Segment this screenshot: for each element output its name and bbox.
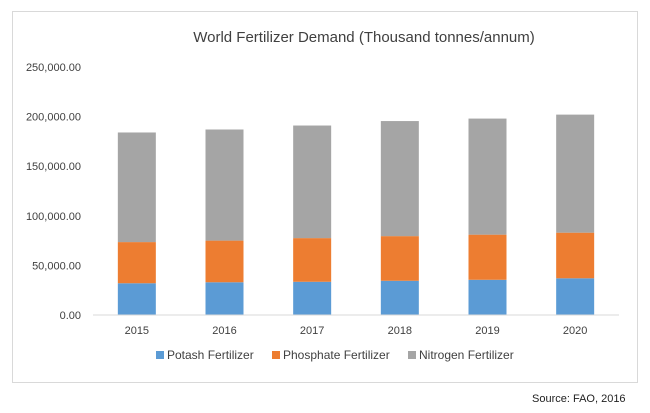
legend-label-nitrogen: Nitrogen Fertilizer (419, 348, 514, 362)
x-tick-label: 2018 (388, 325, 412, 337)
legend-label-potash: Potash Fertilizer (167, 348, 254, 362)
bar-phosphate-2016 (205, 240, 244, 283)
y-tick-label: 50,000.00 (32, 260, 81, 272)
bar-phosphate-2017 (293, 238, 332, 282)
legend-label-phosphate: Phosphate Fertilizer (283, 348, 390, 362)
bar-potash-2016 (205, 282, 244, 315)
legend-swatch-potash (156, 351, 164, 359)
x-tick-label: 2015 (125, 325, 149, 337)
legend: Potash Fertilizer Phosphate Fertilizer Nit… (156, 348, 514, 362)
chart: World Fertilizer Demand (Thousand tonnes… (26, 29, 619, 362)
legend-swatch-phosphate (272, 351, 280, 359)
y-tick-label: 0.00 (60, 310, 81, 322)
bar-nitrogen-2020 (556, 114, 595, 233)
x-axis: 2015 2016 2017 2018 2019 2020 (125, 325, 588, 337)
bar-potash-2015 (117, 283, 156, 315)
bar-potash-2020 (556, 278, 595, 315)
bar-phosphate-2020 (556, 232, 595, 279)
chart-title: World Fertilizer Demand (Thousand tonnes… (193, 29, 535, 46)
bars (117, 114, 595, 315)
bar-phosphate-2018 (380, 236, 419, 281)
bar-nitrogen-2016 (205, 129, 244, 241)
legend-swatch-nitrogen (408, 351, 416, 359)
y-axis: 0.00 50,000.00 100,000.00 150,000.00 200,000… (26, 62, 81, 322)
y-tick-label: 200,000.00 (26, 112, 81, 124)
y-tick-label: 150,000.00 (26, 161, 81, 173)
x-tick-label: 2016 (212, 325, 236, 337)
bar-nitrogen-2018 (380, 121, 419, 237)
y-tick-label: 100,000.00 (26, 211, 81, 223)
bar-potash-2017 (293, 281, 332, 315)
bar-potash-2019 (468, 279, 507, 315)
chart-frame: World Fertilizer Demand (Thousand tonnes… (12, 11, 638, 383)
x-tick-label: 2017 (300, 325, 324, 337)
bar-nitrogen-2015 (117, 132, 156, 243)
bar-phosphate-2015 (117, 242, 156, 284)
bar-nitrogen-2017 (293, 125, 332, 239)
x-tick-label: 2020 (563, 325, 587, 337)
source-note: Source: FAO, 2016 (532, 393, 626, 405)
bar-nitrogen-2019 (468, 118, 507, 235)
bar-potash-2018 (380, 280, 419, 315)
y-tick-label: 250,000.00 (26, 62, 81, 74)
bar-phosphate-2019 (468, 234, 507, 280)
x-tick-label: 2019 (475, 325, 499, 337)
